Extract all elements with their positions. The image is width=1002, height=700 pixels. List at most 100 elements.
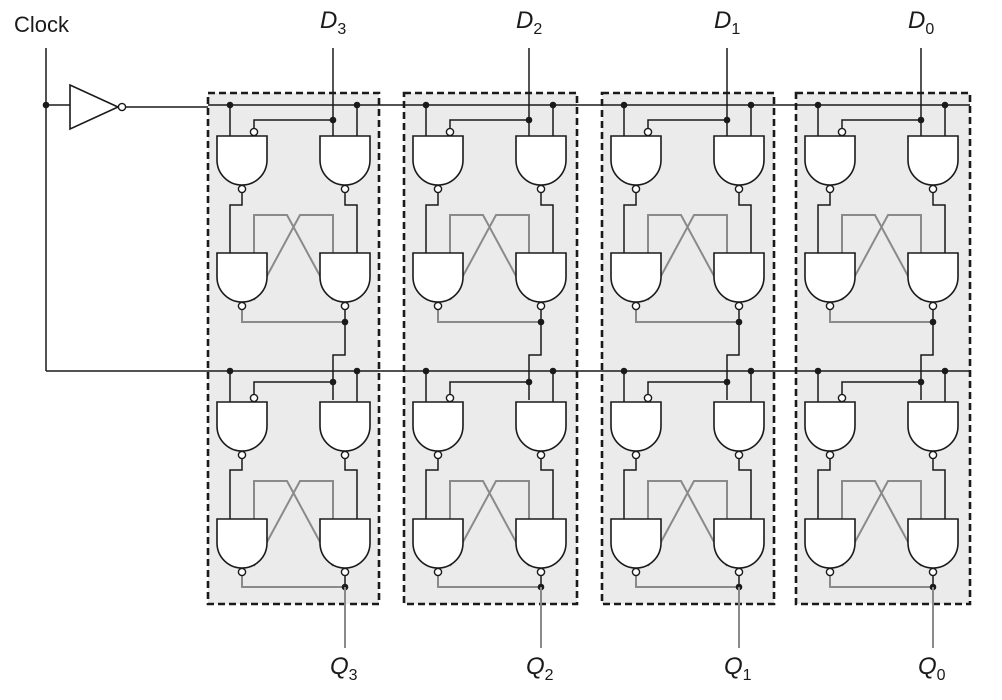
inverter-bubble bbox=[643, 393, 653, 403]
cross-couple bbox=[841, 480, 922, 567]
nand-gate bbox=[216, 135, 268, 186]
latch-reset-wire bbox=[932, 193, 946, 253]
inverter-bubble bbox=[734, 184, 744, 194]
inverter-bubble bbox=[734, 450, 744, 460]
inverter-bubble bbox=[445, 127, 455, 137]
inverter-bubble bbox=[237, 450, 247, 460]
q-label-sub: 2 bbox=[545, 667, 554, 684]
cross-couple bbox=[841, 214, 922, 301]
slave-feedback bbox=[241, 576, 345, 588]
cross-couple bbox=[449, 480, 530, 567]
junction-dot bbox=[42, 101, 50, 109]
inverter-bubble bbox=[928, 567, 938, 577]
inverter-bubble bbox=[837, 393, 847, 403]
inverter-bubble bbox=[249, 127, 259, 137]
d-inverted-wire bbox=[841, 119, 921, 128]
latch-feedback bbox=[635, 310, 739, 323]
nand-gate bbox=[412, 518, 464, 569]
slave-set-wire bbox=[623, 459, 637, 519]
q-label-sub: 3 bbox=[349, 667, 358, 684]
cross-couple bbox=[449, 214, 530, 301]
cross-couple bbox=[449, 214, 530, 301]
nand-gate bbox=[216, 252, 268, 303]
cross-couple bbox=[253, 480, 334, 567]
cross-couple bbox=[647, 480, 728, 567]
nand-gate bbox=[804, 518, 856, 569]
d-inverted-wire bbox=[253, 119, 333, 128]
d-inverted-wire bbox=[449, 119, 529, 128]
inverter-bubble bbox=[249, 393, 259, 403]
inverter-bubble bbox=[340, 184, 350, 194]
inverter-bubble bbox=[631, 301, 641, 311]
d-input-label-3: D3 bbox=[320, 7, 346, 38]
master-to-slave bbox=[528, 322, 542, 400]
nand-gate bbox=[515, 401, 567, 452]
d-label-main: D bbox=[516, 7, 533, 34]
inverter-bubble bbox=[643, 127, 653, 137]
slave-inverted-wire bbox=[253, 381, 333, 394]
inverter-bubble bbox=[536, 184, 546, 194]
d-label-main: D bbox=[714, 7, 731, 34]
q-label-main: Q bbox=[330, 653, 349, 680]
inverter-bubble bbox=[825, 301, 835, 311]
slave-reset-wire bbox=[932, 459, 946, 519]
slave-set-wire bbox=[229, 459, 243, 519]
latch-set-wire bbox=[817, 193, 831, 253]
nand-gates bbox=[69, 83, 959, 577]
nand-gate bbox=[804, 252, 856, 303]
nand-gate bbox=[713, 401, 765, 452]
slave-inverted-wire bbox=[647, 381, 727, 394]
inverter-bubble bbox=[340, 450, 350, 460]
latch-reset-wire bbox=[344, 193, 358, 253]
inverter-bubble bbox=[825, 450, 835, 460]
q-output-label-2: Q2 bbox=[526, 653, 554, 684]
inverter-bubble bbox=[734, 301, 744, 311]
inverter-bubble bbox=[734, 567, 744, 577]
d-inverted-wire bbox=[647, 119, 727, 128]
inverter-bubble bbox=[536, 301, 546, 311]
nand-gate bbox=[907, 252, 959, 303]
inverter-bubble bbox=[928, 301, 938, 311]
slave-inverted-wire bbox=[841, 381, 921, 394]
inverter-bubble bbox=[340, 567, 350, 577]
inverter-bubble bbox=[433, 184, 443, 194]
master-to-slave bbox=[920, 322, 934, 400]
nand-gate bbox=[319, 518, 371, 569]
nand-gate bbox=[907, 135, 959, 186]
nand-gate bbox=[610, 518, 662, 569]
inverter-bubble bbox=[117, 102, 127, 112]
nand-gate bbox=[216, 401, 268, 452]
inverter-bubble bbox=[837, 127, 847, 137]
slave-set-wire bbox=[817, 459, 831, 519]
d-input-label-2: D2 bbox=[516, 7, 542, 38]
nand-gate bbox=[216, 518, 268, 569]
nand-gate bbox=[713, 518, 765, 569]
slave-reset-wire bbox=[540, 459, 554, 519]
cross-couple bbox=[647, 214, 728, 301]
inverter-bubble bbox=[631, 184, 641, 194]
slave-feedback bbox=[635, 576, 739, 588]
nand-gate bbox=[610, 252, 662, 303]
cross-couple bbox=[841, 214, 922, 301]
d-label-sub: 2 bbox=[533, 21, 542, 38]
slave-set-wire bbox=[425, 459, 439, 519]
nand-gate bbox=[610, 401, 662, 452]
cross-couple bbox=[841, 480, 922, 567]
inverter-bubble bbox=[433, 301, 443, 311]
inverter-bubble bbox=[237, 567, 247, 577]
slave-reset-wire bbox=[738, 459, 752, 519]
inverter-bubble bbox=[928, 184, 938, 194]
nand-gate bbox=[412, 252, 464, 303]
d-label-sub: 3 bbox=[337, 21, 346, 38]
master-to-slave bbox=[332, 322, 346, 400]
nand-gate bbox=[515, 135, 567, 186]
inverter-bubble bbox=[536, 450, 546, 460]
inverter-bubble bbox=[237, 184, 247, 194]
inverter-bubble bbox=[445, 393, 455, 403]
latch-set-wire bbox=[425, 193, 439, 253]
d-label-sub: 0 bbox=[925, 21, 934, 38]
nand-gate bbox=[907, 518, 959, 569]
inverter-bubble bbox=[433, 450, 443, 460]
